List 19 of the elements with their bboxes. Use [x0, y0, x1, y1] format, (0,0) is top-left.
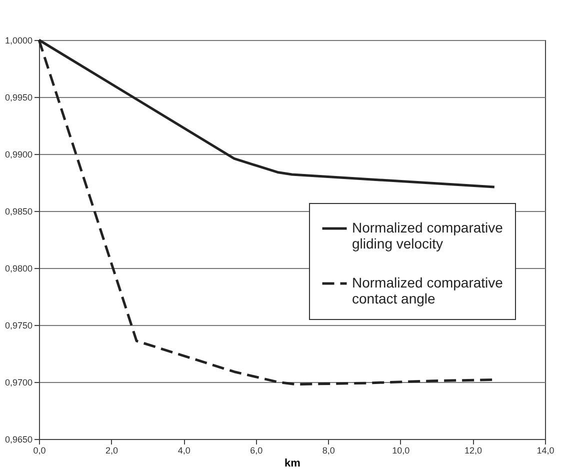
x-tick-label: 4,0 [178, 446, 190, 456]
y-tick-label: 0,9850 [4, 206, 32, 216]
y-tick-label: 0,9950 [4, 92, 32, 102]
x-tick-label: 6,0 [250, 446, 263, 456]
y-tick-label: 0,9700 [4, 378, 32, 388]
y-tick-label: 0,9800 [4, 264, 32, 274]
x-tick-label: 2,0 [106, 446, 118, 456]
x-axis-title: km [284, 458, 301, 470]
x-tick-label: 0,0 [33, 446, 46, 456]
x-tick-label: 12,0 [464, 446, 482, 456]
x-tick-label: 10,0 [392, 446, 410, 456]
y-tick-label: 0,9900 [4, 150, 32, 160]
legend-label: Normalized comparative contact angle [352, 274, 504, 306]
y-tick-label: 0,9650 [4, 434, 32, 444]
legend-label: Normalized comparative gliding velocity [352, 220, 504, 252]
y-tick-label: 1,0000 [4, 36, 32, 46]
x-tick-label: 8,0 [322, 446, 335, 456]
y-tick-label: 0,9750 [4, 320, 32, 330]
x-tick-label: 14,0 [536, 446, 554, 456]
